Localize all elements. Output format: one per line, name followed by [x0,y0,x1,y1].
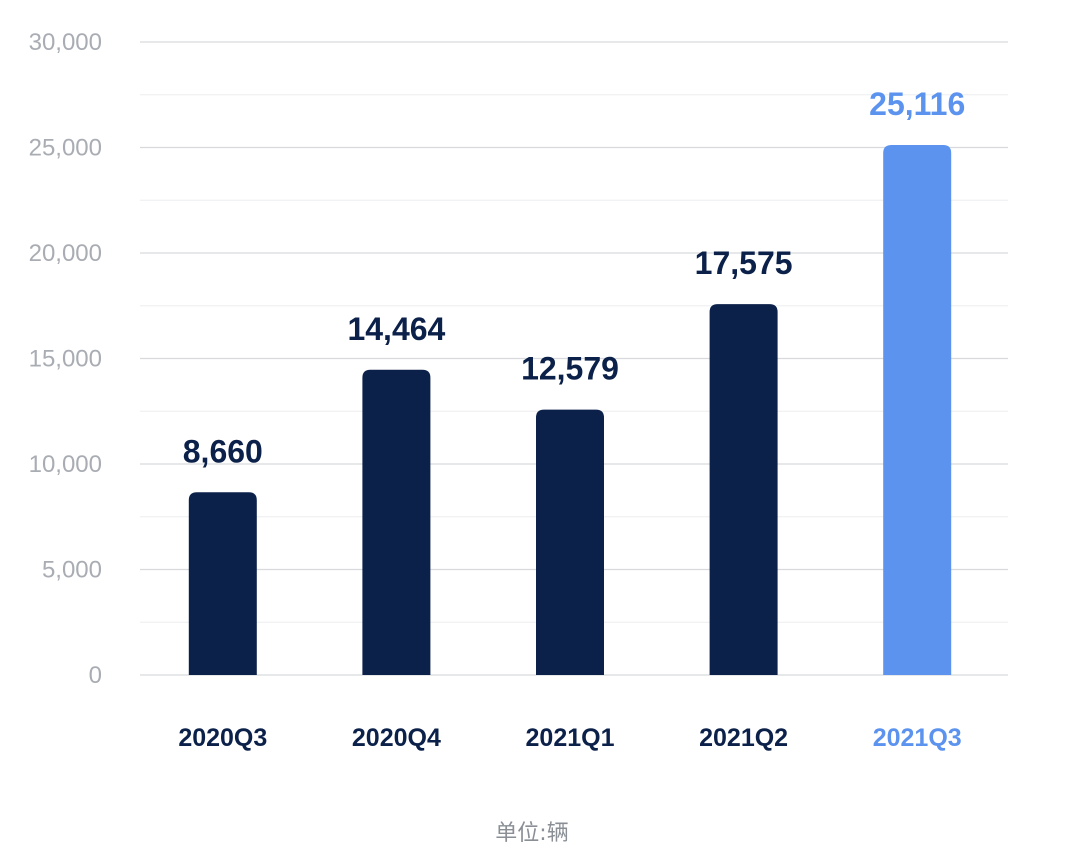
y-tick-label: 25,000 [29,135,102,162]
y-tick-label: 5,000 [42,557,102,584]
x-tick-label-2021Q1: 2021Q1 [526,724,615,752]
y-tick-label: 10,000 [29,451,102,478]
bar-2021Q1 [536,409,604,675]
y-tick-label: 0 [89,662,102,689]
value-label-2021Q1: 12,579 [521,351,619,387]
value-label-2020Q3: 8,660 [183,433,263,469]
bars [188,145,952,676]
bar-2020Q4 [362,369,431,675]
bar-2020Q3 [188,492,257,675]
data-labels: 8,660 14,464 12,579 17,575 25,116 [183,86,965,469]
x-axis-ticks: 2020Q3 2020Q4 2021Q1 2021Q2 2021Q3 [178,724,961,752]
x-tick-label-2021Q2: 2021Q2 [699,724,788,752]
value-label-2021Q3: 25,116 [869,86,965,122]
value-label-2021Q2: 17,575 [695,245,793,281]
x-tick-label-2021Q3: 2021Q3 [873,724,962,752]
y-tick-label: 20,000 [29,240,102,267]
bar-2021Q3 [883,145,952,676]
y-tick-label: 30,000 [29,29,102,56]
unit-label: 单位:辆 [495,821,568,846]
y-tick-label: 15,000 [29,346,102,373]
y-axis-ticks: 0 5,000 10,000 15,000 20,000 25,000 30,000 [29,29,102,689]
bar-2021Q2 [709,304,778,675]
value-label-2020Q4: 14,464 [347,311,445,347]
x-tick-label-2020Q4: 2020Q4 [352,724,441,752]
x-tick-label-2020Q3: 2020Q3 [178,724,267,752]
